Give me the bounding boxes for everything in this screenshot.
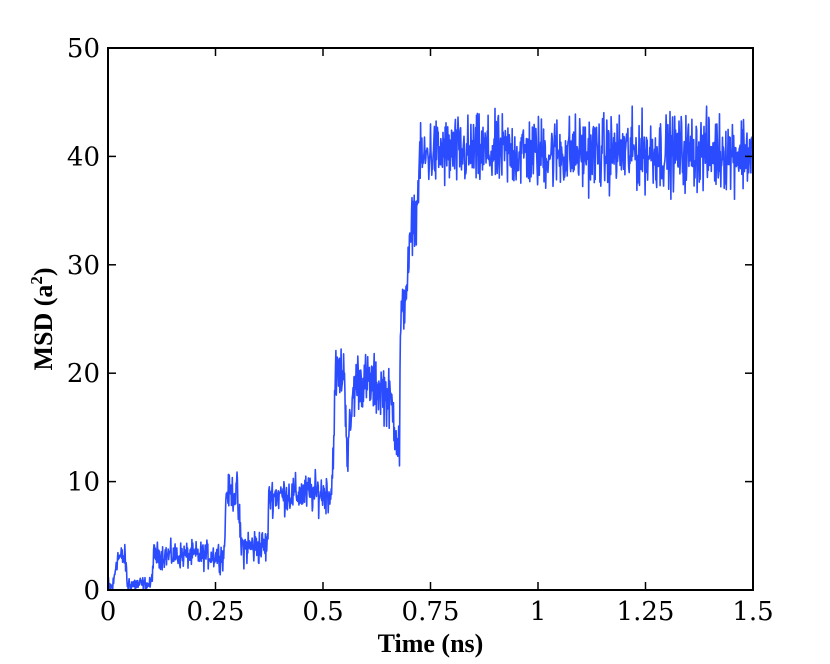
axis-ticks	[107, 47, 754, 591]
y-tick-label: 50	[67, 34, 100, 64]
y-tick-label: 30	[67, 251, 100, 281]
y-axis-title-base: MSD (a	[29, 285, 58, 371]
y-axis-title-close: )	[29, 267, 58, 276]
x-tick-label: 1	[530, 597, 547, 627]
x-axis-title: Time (ns)	[378, 629, 484, 658]
y-axis-title: MSD (a2)	[27, 267, 58, 370]
y-axis-title-sup: 2	[27, 276, 46, 285]
y-tick-label: 10	[67, 468, 100, 498]
y-tick-label: 0	[83, 576, 100, 606]
x-tick-label: 1.25	[617, 597, 675, 627]
msd-series-line	[107, 105, 754, 591]
axis-tick-labels: 0 0.25 0.5 0.75 1 1.25 1.5 0 10 20 30 40 50	[67, 34, 774, 627]
y-tick-label: 20	[67, 359, 100, 389]
x-tick-label: 1.5	[732, 597, 773, 627]
x-tick-label: 0.25	[187, 597, 245, 627]
x-tick-label: 0.75	[402, 597, 460, 627]
y-tick-label: 40	[67, 142, 100, 172]
plot-area	[107, 105, 754, 591]
x-tick-label: 0.5	[302, 597, 343, 627]
x-tick-label: 0	[100, 597, 117, 627]
